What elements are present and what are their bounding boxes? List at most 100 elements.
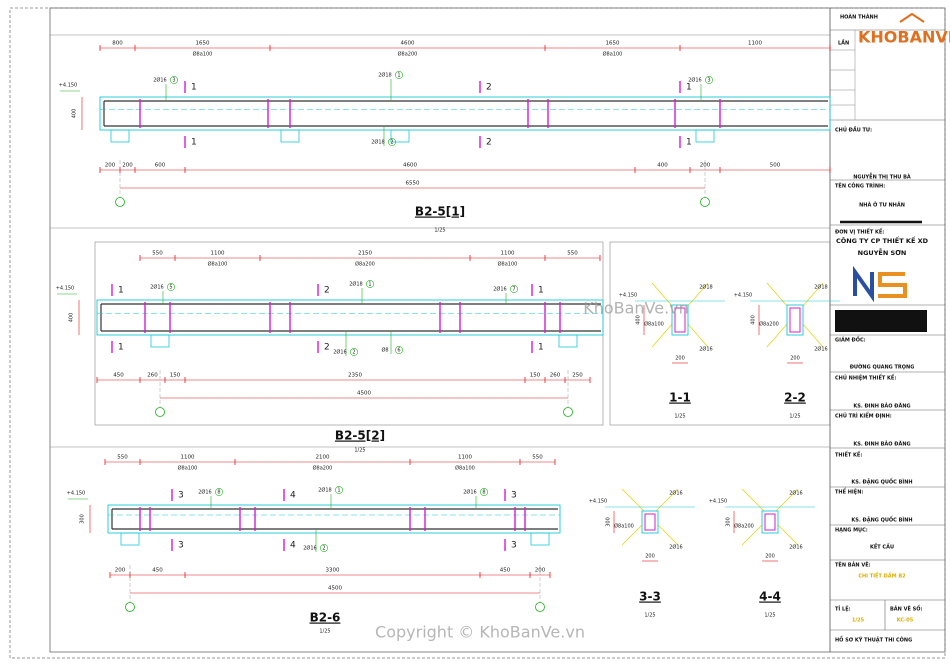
rebar-number: 2 [390,140,393,146]
rebar-tag: 2Ø16 [198,489,211,496]
rebar-number: 3 [172,78,175,84]
width-label: 200 [675,356,685,362]
section-stirrup [674,307,686,333]
section-label: 3 [178,491,184,501]
support [390,129,410,143]
dimension-label: 550 [152,251,163,257]
title-block-text: GIÁM ĐỐC: [835,336,866,344]
rebar-number: 1 [368,282,371,288]
rebar-tag: 2Ø16 [150,284,163,291]
level-label: +4.150 [734,293,753,299]
title-block-text: CHI TIẾT DẦM B2 [858,571,906,580]
rebar-number-circle [335,486,343,494]
section-label: 1 [118,286,124,296]
level-label: +4.150 [56,286,75,292]
total-dimension-label: 6550 [406,181,420,187]
section-outline [671,304,689,336]
dimension-label: 3300 [326,568,340,574]
section-scale: 1/25 [789,414,800,420]
title-block-text: TÊN BẢN VẼ: [835,561,871,569]
beam-outline [107,504,561,534]
beam-scale: 1/25 [319,629,330,635]
beam-outline [99,96,831,131]
section-label: 1 [686,138,692,148]
title-block-text: KS. ĐINH BẢO ĐĂNG [853,402,910,410]
section-label: 3 [511,541,517,551]
rebar-number: 6 [397,348,400,354]
height-label: 300 [606,517,612,527]
stirrup-label: Ø8a200 [313,465,333,472]
support [150,334,170,348]
rebar-number-circle [388,138,396,146]
title-block-text: NHÀ Ở TƯ NHÂN [859,201,905,209]
rebar-number-circle [320,544,328,552]
height-label: 400 [69,313,75,323]
dimension-label: 250 [572,373,583,379]
redacted-block [835,310,927,332]
beam-scale: 1/25 [354,448,365,454]
total-dimension-label: 4500 [357,391,371,397]
rebar-number: 7 [512,287,515,293]
rebar-tag: 2Ø16 [493,286,506,293]
title-block-text: TÊN CÔNG TRÌNH: [835,182,885,190]
rebar-number: 8 [217,490,220,496]
section-label: 2 [486,83,492,93]
axis-bubble [125,602,135,612]
stirrup-label: Ø8a100 [455,465,475,472]
height-label: 400 [72,109,78,119]
axis-bubble [115,197,125,207]
section-label: 1 [191,83,197,93]
dimension-label: 1650 [196,41,210,47]
section-label: 3 [511,491,517,501]
title-block-text: THỂ HIỆN: [835,488,863,496]
rebar-number: 2 [322,546,325,552]
rebar-tag: 2Ø16 [789,490,802,497]
rebar-tag: 2Ø18 [371,139,384,146]
rebar-tag: 2Ø18 [699,284,712,291]
frame [49,7,946,653]
dimension-label: 200 [700,163,711,169]
title-block-text: BẢN VẼ SỐ: [890,605,922,613]
height-label: 400 [636,315,642,325]
dimension-label: 450 [500,568,511,574]
level-label: +4.150 [59,83,78,89]
dimension-label: 2150 [358,251,372,257]
section-stirrup [644,513,656,531]
stirrup-label: Ø8a200 [759,321,779,328]
title-block-text: KS. ĐINH BẢO ĐĂNG [853,440,910,448]
rebar-number-circle [167,283,175,291]
dimension-label: 1650 [606,41,620,47]
width-label: 200 [790,356,800,362]
rebar-tag: 2Ø18 [814,284,827,291]
stirrup-label: Ø8a200 [398,51,418,58]
rebar-tag: 2Ø16 [699,346,712,353]
support [120,532,140,546]
rebar-number-circle [510,285,518,293]
section-label: 1 [118,343,124,353]
dimension-label: 450 [113,373,124,379]
dimension-label: 550 [532,455,543,461]
section-label: 2 [324,343,330,353]
title-block-text: HOÀN THÀNH [840,14,878,21]
dimension-label: 800 [112,41,123,47]
title-block-text: CHỦ TRÌ KIỂM ĐỊNH: [835,412,892,420]
section-label: 1 [538,343,544,353]
section-title: 2-2 [784,391,806,405]
section-label: 4 [290,491,296,501]
dimension-label: 550 [567,251,578,257]
rebar-tag: 2Ø16 [303,545,316,552]
rebar-number-circle [480,488,488,496]
rebar-number-circle [170,76,178,84]
stirrup-label: Ø8a100 [208,261,228,268]
rebar-tag: 2Ø16 [688,77,701,84]
dimension-label: 1100 [181,455,195,461]
height-label: 300 [80,514,86,524]
section-label: 4 [290,541,296,551]
beam-label: B2-6 [310,611,341,625]
rebar-number-circle [395,71,403,79]
dimension-label: 200 [105,163,116,169]
title-block-text: ĐƠN VỊ THIẾT KẾ: [835,228,884,236]
dimension-label: 200 [122,163,133,169]
dimension-label: 600 [155,163,166,169]
